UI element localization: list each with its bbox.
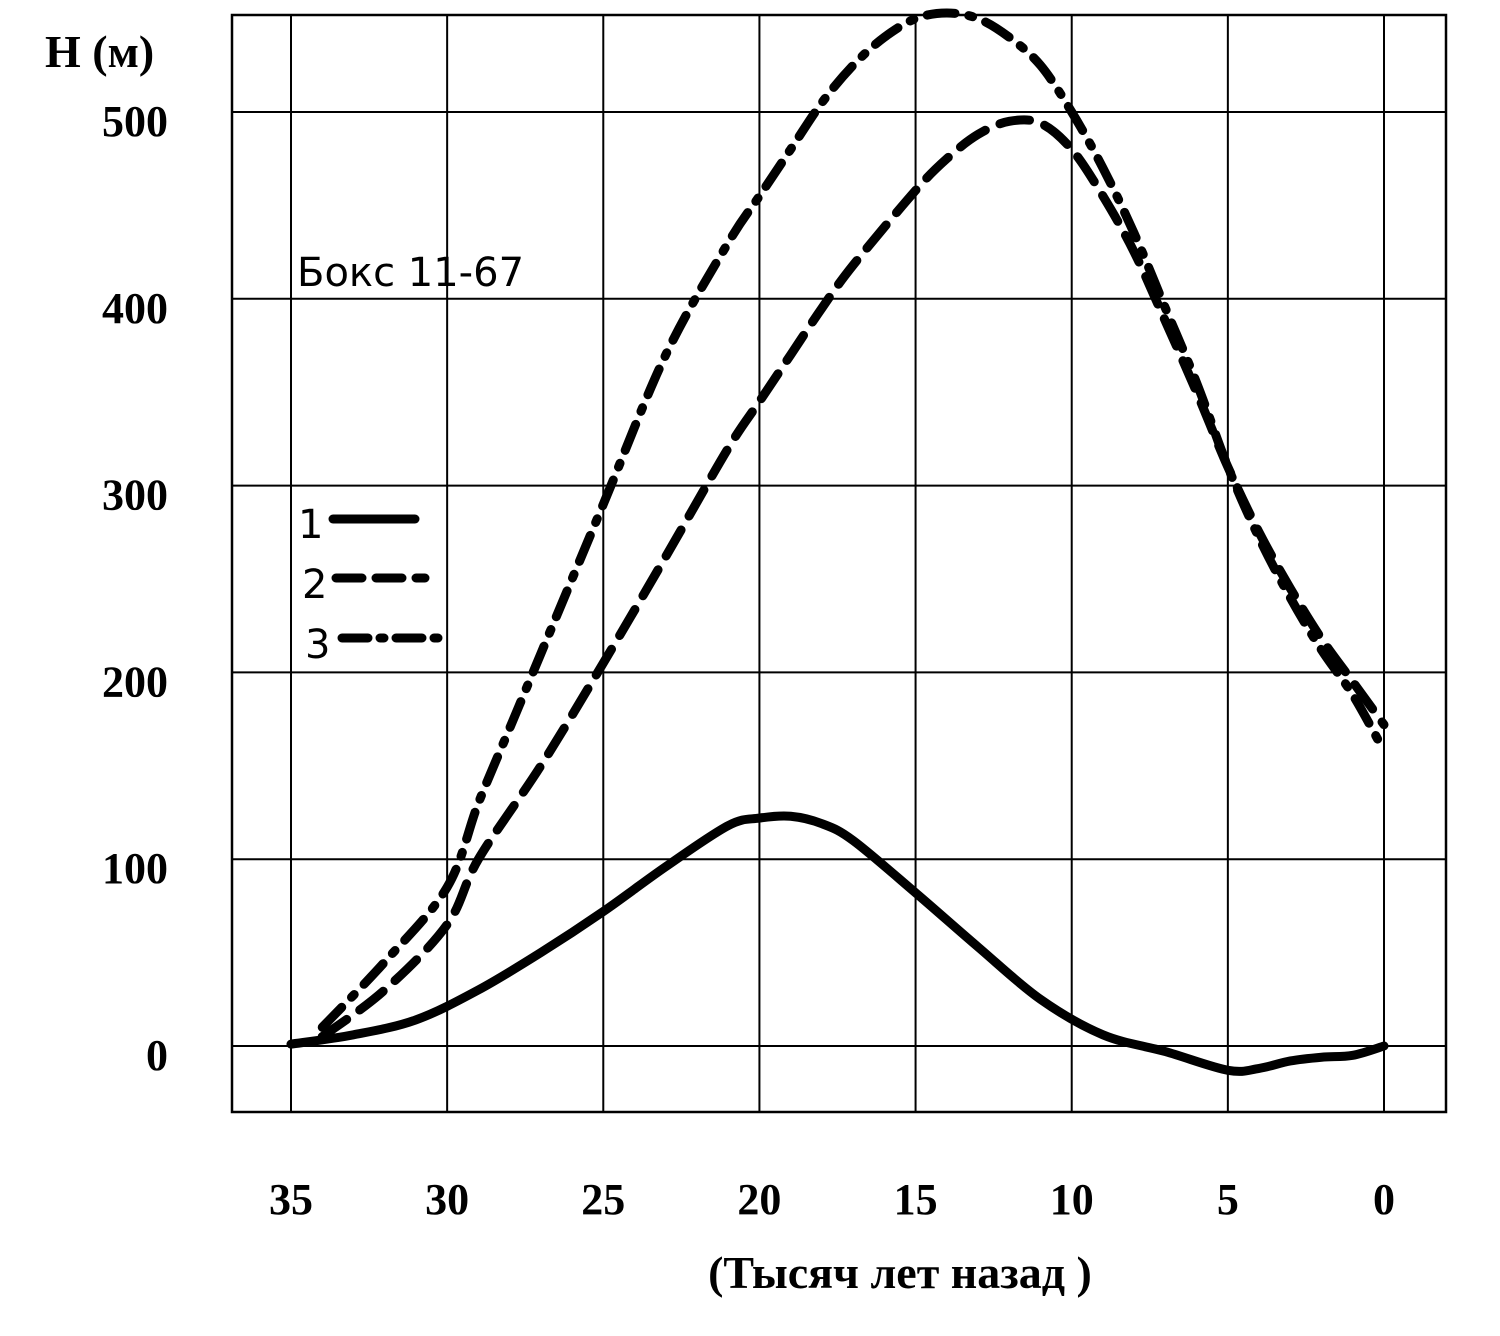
legend: 1 2 3 xyxy=(298,502,445,668)
plot-frame xyxy=(230,13,1448,1114)
x-axis-ticks: 35 30 25 20 15 10 5 0 xyxy=(269,1175,1395,1224)
y-tick-label: 200 xyxy=(102,657,168,706)
box-annotation: Бокс 11-67 xyxy=(297,250,524,296)
x-tick-label: 5 xyxy=(1217,1175,1239,1224)
grid xyxy=(232,15,1446,1112)
series-2-line xyxy=(317,115,1389,1042)
y-tick-label: 100 xyxy=(102,844,168,893)
y-axis-ticks: 500 400 300 200 100 0 xyxy=(102,97,168,1080)
curves xyxy=(286,8,1389,1076)
y-tick-label: 500 xyxy=(102,97,168,146)
y-axis-title: H (м) xyxy=(45,26,154,77)
x-tick-label: 20 xyxy=(737,1175,781,1224)
x-tick-label: 0 xyxy=(1373,1175,1395,1224)
y-tick-label: 300 xyxy=(102,471,168,520)
x-tick-label: 35 xyxy=(269,1175,313,1224)
series-1-line xyxy=(286,811,1389,1076)
x-tick-label: 15 xyxy=(894,1175,938,1224)
x-axis-title: (Тысяч лет назад ) xyxy=(708,1247,1092,1298)
x-tick-label: 25 xyxy=(581,1175,625,1224)
x-tick-label: 10 xyxy=(1050,1175,1094,1224)
series-3-line xyxy=(317,8,1389,1032)
y-tick-label: 0 xyxy=(146,1031,168,1080)
legend-label-3: 3 xyxy=(305,622,330,668)
x-tick-label: 30 xyxy=(425,1175,469,1224)
y-tick-label: 400 xyxy=(102,284,168,333)
legend-label-2: 2 xyxy=(302,562,327,608)
legend-label-1: 1 xyxy=(298,502,323,548)
